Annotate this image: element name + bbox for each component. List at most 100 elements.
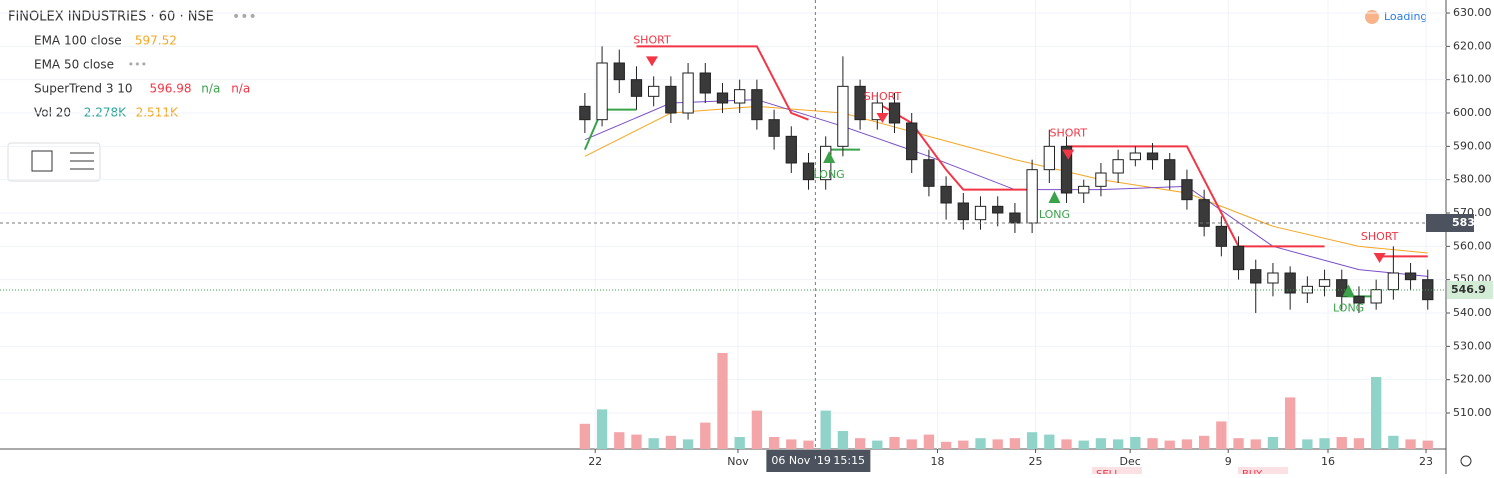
candle-body: [1370, 289, 1382, 304]
y-tick-label: 540.00: [1453, 306, 1492, 319]
candle-body: [1026, 169, 1038, 224]
volume-bar: [682, 439, 694, 449]
candle-body: [1301, 285, 1314, 294]
volume-bar: [803, 440, 814, 449]
volume-bar: [889, 437, 900, 449]
candle-body: [682, 72, 694, 114]
signal-arrow: [1373, 253, 1386, 263]
candle-body: [716, 92, 729, 104]
candle-body: [854, 85, 866, 121]
signal-label: SHORT: [864, 90, 902, 103]
signal-label: LONG: [814, 168, 845, 181]
y-tick-label: 620.00: [1453, 39, 1492, 52]
legend-value: 597.52: [135, 34, 177, 48]
legend-name: EMA 100 close: [34, 34, 122, 48]
legend: FINOLEX INDUSTRIES · 60 · NSE ••• EMA 10…: [8, 9, 257, 120]
volume-bar: [1336, 437, 1347, 449]
volume-bar: [1026, 432, 1038, 449]
candle-body: [1129, 152, 1141, 161]
volume-bar: [1164, 440, 1175, 449]
y-tick-label: 580.00: [1453, 173, 1492, 186]
legend-value: n/a: [231, 82, 250, 96]
y-tick-label: 600.00: [1453, 106, 1492, 119]
x-tick-label: 9: [1225, 455, 1232, 468]
legend-name: EMA 50 close: [34, 58, 114, 72]
volume-bar: [854, 438, 866, 449]
trade-button[interactable]: [1238, 467, 1288, 478]
volume-bar: [1095, 438, 1107, 449]
indicator-line: [636, 45, 1428, 258]
legend-name: SuperTrend 3 10: [34, 82, 133, 96]
legend-value: 596.98: [150, 82, 192, 96]
volume-bar: [1078, 440, 1089, 449]
candle-body: [665, 85, 677, 114]
candle-body: [579, 105, 591, 121]
candle-body: [596, 62, 608, 121]
rect-tool[interactable]: [31, 150, 53, 172]
volume-bar: [1319, 438, 1330, 449]
volume-bar: [906, 439, 917, 449]
candle-body: [1112, 159, 1124, 174]
candle-body: [1232, 245, 1245, 271]
volume-bar: [768, 437, 780, 449]
volume-bar: [837, 431, 849, 449]
volume-bar: [1353, 438, 1365, 449]
volume-bar: [734, 437, 745, 449]
candle-body: [785, 135, 797, 164]
volume-bar: [1267, 437, 1279, 449]
volume-bar: [872, 440, 883, 449]
volume-bar: [665, 435, 677, 449]
legend-dots: •••: [128, 58, 147, 71]
candle-body: [1267, 272, 1279, 284]
loading-icon: [1365, 10, 1379, 24]
volume-bar: [1233, 438, 1244, 449]
volume-bar: [1370, 377, 1382, 449]
volume-bar: [1061, 439, 1072, 449]
last-price-box: [1447, 281, 1493, 299]
candle-body: [957, 202, 969, 221]
candle-body: [888, 102, 901, 124]
volume-bar: [614, 432, 625, 449]
candle-body: [630, 79, 643, 97]
candle-body: [1215, 225, 1228, 247]
volume-bar: [940, 441, 952, 449]
status: Loading: [1384, 10, 1427, 23]
volume-bar: [1130, 437, 1141, 449]
candle-body: [1318, 279, 1331, 287]
candle-body: [1060, 145, 1073, 194]
volume-bar: [1147, 438, 1158, 449]
volume-bar: [820, 410, 831, 449]
candle-body: [1284, 272, 1296, 294]
x-tick-label: 18: [931, 455, 945, 468]
candle-body: [1164, 159, 1176, 181]
volume-bar: [596, 409, 608, 449]
volume-bar: [975, 438, 986, 449]
candle-body: [1387, 272, 1400, 291]
trade-button-label: BUY: [1242, 469, 1263, 474]
signal-label: SHORT: [633, 33, 671, 46]
volume-bar: [1422, 440, 1433, 449]
crosshair-price: 583.50: [1452, 216, 1494, 229]
candle-body: [1181, 179, 1193, 201]
menu-dots[interactable]: •••: [232, 9, 257, 25]
candle-body: [734, 89, 746, 104]
volume-bar: [1009, 438, 1021, 449]
signal-arrow: [823, 151, 836, 163]
volume-bar: [923, 434, 935, 449]
volume-bar: [992, 439, 1003, 449]
crosshair-price-box: [1426, 214, 1474, 232]
candle-body: [837, 85, 849, 147]
volume-bar: [700, 422, 711, 449]
y-tick-label: 510.00: [1453, 406, 1492, 419]
crosshair-time: 15:15: [833, 454, 865, 467]
signal-arrow: [645, 56, 658, 67]
y-tick-label: 520.00: [1453, 373, 1492, 386]
candle-body: [1095, 172, 1107, 187]
candle-body: [802, 162, 815, 181]
volume-bar: [1405, 439, 1416, 449]
settings-icon[interactable]: [1460, 455, 1472, 467]
volume-bar: [717, 353, 728, 449]
trade-button[interactable]: [1092, 467, 1142, 478]
